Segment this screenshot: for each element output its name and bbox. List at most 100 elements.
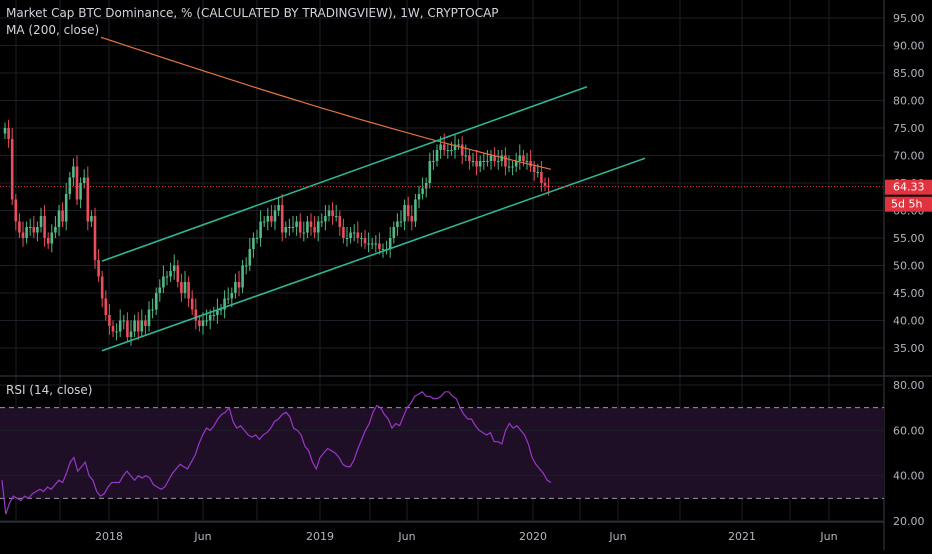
candle-body xyxy=(518,155,522,161)
candle-body xyxy=(172,265,176,271)
candle-body xyxy=(61,210,64,222)
candle-body xyxy=(338,216,342,227)
candle-body xyxy=(457,144,460,146)
candle-body xyxy=(7,128,10,139)
candle-body xyxy=(496,161,500,162)
candle-body xyxy=(547,185,550,187)
candle-body xyxy=(442,144,446,150)
candle-body xyxy=(212,315,216,316)
candle-body xyxy=(396,221,399,227)
candle-body xyxy=(75,166,79,200)
candle-body xyxy=(370,243,374,245)
candle-body xyxy=(82,177,86,183)
countdown-tag xyxy=(885,196,932,212)
candle-body xyxy=(248,249,252,266)
candlestick-series xyxy=(3,119,550,346)
candle-body xyxy=(352,232,356,234)
candle-body xyxy=(468,155,471,161)
candle-body xyxy=(331,210,334,216)
candle-body xyxy=(410,216,414,222)
candle-body xyxy=(500,155,504,161)
candle-body xyxy=(392,227,396,238)
candle-body xyxy=(313,227,316,233)
candle-body xyxy=(43,216,46,238)
candle-body xyxy=(489,155,493,161)
candle-body xyxy=(511,166,514,168)
candle-body xyxy=(295,221,298,227)
price-axis-tick: 90.00 xyxy=(893,40,925,53)
candle-body xyxy=(165,276,169,278)
candle-body xyxy=(100,276,104,299)
candle-body xyxy=(54,227,57,233)
candle-body xyxy=(363,238,367,244)
candle-body xyxy=(406,205,410,216)
candle-body xyxy=(525,161,529,162)
last-price-label: 64.33 xyxy=(893,181,925,194)
candle-body xyxy=(129,331,133,337)
candle-body xyxy=(154,293,158,310)
candle-body xyxy=(50,232,54,244)
price-axis-tick: 95.00 xyxy=(893,12,925,25)
candle-body xyxy=(360,238,363,239)
candle-body xyxy=(277,205,280,211)
candle-body xyxy=(417,194,421,200)
candle-body xyxy=(79,183,82,200)
candle-body xyxy=(507,166,511,168)
candle-body xyxy=(327,210,331,216)
countdown-label: 5d 5h xyxy=(891,198,922,211)
candle-body xyxy=(72,166,75,178)
candle-body xyxy=(180,282,183,293)
candle-body xyxy=(291,227,295,228)
candle-body xyxy=(439,144,442,150)
candle-body xyxy=(115,331,118,333)
candle-body xyxy=(345,238,349,239)
candle-body xyxy=(446,150,450,151)
rsi-axis-tick: 80.00 xyxy=(893,379,925,392)
candle-body xyxy=(262,221,266,223)
candle-body xyxy=(284,227,288,233)
candle-body xyxy=(234,282,237,293)
channel-lower-trendline xyxy=(101,157,646,352)
candle-body xyxy=(324,216,327,222)
candle-body xyxy=(158,287,162,293)
rsi-line xyxy=(1,391,552,515)
price-axis-tick: 80.00 xyxy=(893,95,925,108)
candle-body xyxy=(450,150,453,151)
candle-body xyxy=(118,320,122,332)
candle-body xyxy=(306,221,309,233)
candle-body xyxy=(478,161,482,167)
chart-title: Market Cap BTC Dominance, % (CALCULATED … xyxy=(6,6,499,20)
candle-body xyxy=(288,227,291,228)
candle-body xyxy=(183,282,187,293)
rsi-axis-tick: 20.00 xyxy=(893,515,925,528)
time-axis-tick: Jun xyxy=(608,530,626,543)
candle-body xyxy=(255,238,259,239)
candle-body xyxy=(162,276,165,288)
time-axis-tick: Jun xyxy=(193,530,211,543)
candle-body xyxy=(25,227,28,238)
candle-body xyxy=(230,293,234,299)
candle-body xyxy=(90,216,93,222)
candle-body xyxy=(536,172,540,173)
candle-body xyxy=(68,177,72,194)
price-axis-tick: 55.00 xyxy=(893,232,925,245)
candle-body xyxy=(270,216,273,222)
candle-body xyxy=(205,320,208,322)
last-price-tag xyxy=(885,179,932,195)
candle-body xyxy=(176,265,180,282)
candle-body xyxy=(298,221,302,233)
candle-body xyxy=(252,238,255,249)
price-axis-tick: 35.00 xyxy=(893,342,925,355)
candle-body xyxy=(237,282,241,288)
candle-body xyxy=(486,161,489,162)
price-axis-tick: 40.00 xyxy=(893,315,925,328)
candle-body xyxy=(244,265,248,267)
rsi-axis-tick: 40.00 xyxy=(893,470,925,483)
rsi-axis-tick: 60.00 xyxy=(893,424,925,437)
candle-body xyxy=(223,298,226,310)
candle-body xyxy=(201,320,205,326)
candle-body xyxy=(334,216,338,217)
candle-body xyxy=(464,155,468,157)
